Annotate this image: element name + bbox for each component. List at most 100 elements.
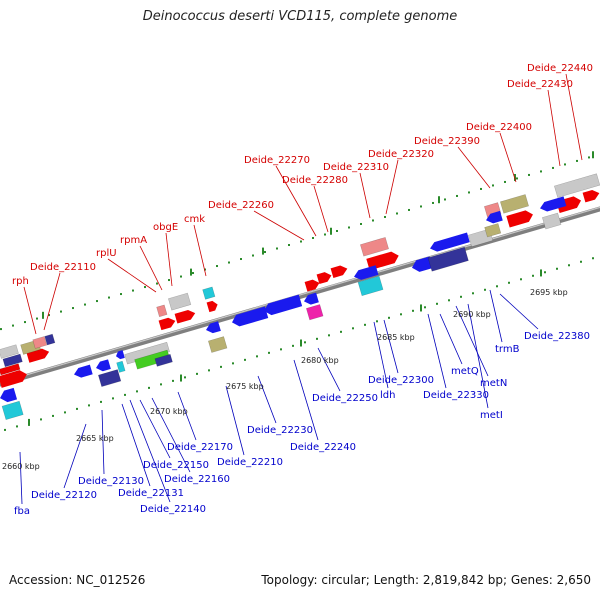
genome-summary-text: Topology: circular; Length: 2,819,842 bp…	[261, 573, 591, 587]
track-major-tick	[514, 174, 516, 182]
gene-metq	[427, 246, 469, 272]
track-dot	[192, 272, 194, 275]
track-dot	[0, 328, 2, 331]
track-dot	[108, 296, 110, 299]
gene-obge	[168, 292, 192, 311]
gene-right-b	[540, 196, 567, 212]
gene-trmb	[484, 223, 502, 238]
track-dot	[520, 278, 522, 281]
gene-rpma	[158, 317, 176, 331]
track-dot	[424, 306, 426, 309]
track-dot	[328, 334, 330, 337]
gene-label-deide-22140: Deide_22140	[140, 504, 206, 515]
track-dot	[300, 240, 302, 243]
track-dot	[220, 365, 222, 368]
track-dot	[96, 300, 98, 303]
track-dot	[564, 163, 566, 166]
gene-ldh	[357, 275, 384, 297]
gene-label-deide-22240: Deide_22240	[290, 442, 356, 453]
leader-line	[257, 375, 277, 424]
leader-line	[565, 73, 583, 161]
gene-label-meti: metI	[480, 410, 503, 421]
track-dot	[40, 418, 42, 421]
scale-tick-2660: 2660 kbp	[2, 462, 40, 471]
track-dot	[312, 236, 314, 239]
track-dot	[112, 397, 114, 400]
track-dot	[556, 267, 558, 270]
track-dot	[144, 286, 146, 289]
track-dot	[136, 390, 138, 393]
track-dot	[516, 177, 518, 180]
track-dot	[256, 355, 258, 358]
track-dot	[72, 307, 74, 310]
track-major-tick	[540, 269, 542, 277]
gene-label-deide-22170: Deide_22170	[167, 442, 233, 453]
leader-line	[121, 403, 151, 487]
gene-left-c	[32, 336, 48, 349]
leader-line	[151, 397, 191, 473]
track-major-tick	[28, 418, 30, 426]
leader-line	[499, 132, 517, 183]
gene-left-f	[0, 370, 27, 388]
scale-tick-2665: 2665 kbp	[76, 434, 114, 443]
gene-label-deide-22430: Deide_22430	[507, 79, 573, 90]
leader-line	[139, 399, 171, 459]
track-dot	[148, 386, 150, 389]
gene-label-rpma: rpmA	[120, 235, 147, 246]
gene-label-deide-22280: Deide_22280	[282, 175, 348, 186]
scale-tick-group: 2660 kbp 2665 kbp 2670 kbp 2675 kbp 2680…	[2, 288, 568, 471]
genome-backbone	[0, 206, 600, 387]
gene-deide-22270	[316, 272, 332, 285]
track-dot	[540, 170, 542, 173]
gene-label-deide-22320: Deide_22320	[368, 149, 434, 160]
track-dot	[100, 400, 102, 403]
gene-deide-22170-b	[154, 353, 173, 367]
gene-rph	[2, 353, 23, 368]
gene-label-deide-22130: Deide_22130	[78, 476, 144, 487]
leader-line	[107, 258, 157, 293]
track-dot	[472, 292, 474, 295]
gene-label-deide-22250: Deide_22250	[312, 393, 378, 404]
track-dot	[196, 372, 198, 375]
gene-label-trmb: trmB	[495, 344, 520, 355]
gene-label-deide-22330: Deide_22330	[423, 390, 489, 401]
track-dot	[324, 233, 326, 236]
track-dot	[496, 285, 498, 288]
gene-right-a	[582, 189, 600, 203]
track-major-tick	[180, 374, 182, 382]
track-dot	[52, 414, 54, 417]
upper-dot-track	[0, 151, 594, 331]
gene-label-deide-22310: Deide_22310	[323, 162, 389, 173]
track-dot	[444, 198, 446, 201]
scale-tick-2675: 2675 kbp	[226, 382, 264, 391]
track-dot	[244, 358, 246, 361]
track-dot	[16, 425, 18, 428]
gene-fba	[0, 387, 18, 403]
gene-label-deide-22390: Deide_22390	[414, 136, 480, 147]
gene-left-e	[0, 344, 19, 359]
track-dot	[132, 289, 134, 292]
gene-features	[0, 173, 600, 420]
track-dot	[376, 320, 378, 323]
gene-deide-22150	[116, 350, 125, 360]
leader-lines	[19, 73, 583, 505]
leader-line	[63, 423, 87, 489]
track-dot	[348, 226, 350, 229]
track-dot	[568, 264, 570, 267]
track-dot	[316, 337, 318, 340]
gene-label-ldh: ldh	[380, 390, 395, 401]
track-dot	[204, 268, 206, 271]
gene-label-deide-22160: Deide_22160	[164, 474, 230, 485]
gene-left-d	[44, 333, 56, 346]
gene-obge-b	[174, 309, 196, 324]
track-dot	[172, 379, 174, 382]
gene-label-deide-22400: Deide_22400	[466, 122, 532, 133]
scale-tick-2685: 2685 kbp	[377, 333, 415, 342]
leader-line	[129, 399, 171, 503]
track-dot	[252, 254, 254, 257]
gene-deide-22400-b	[506, 210, 533, 228]
leader-line	[293, 359, 319, 441]
gene-label-deide-22380: Deide_22380	[524, 331, 590, 342]
track-dot	[268, 351, 270, 354]
leader-line	[383, 319, 399, 374]
